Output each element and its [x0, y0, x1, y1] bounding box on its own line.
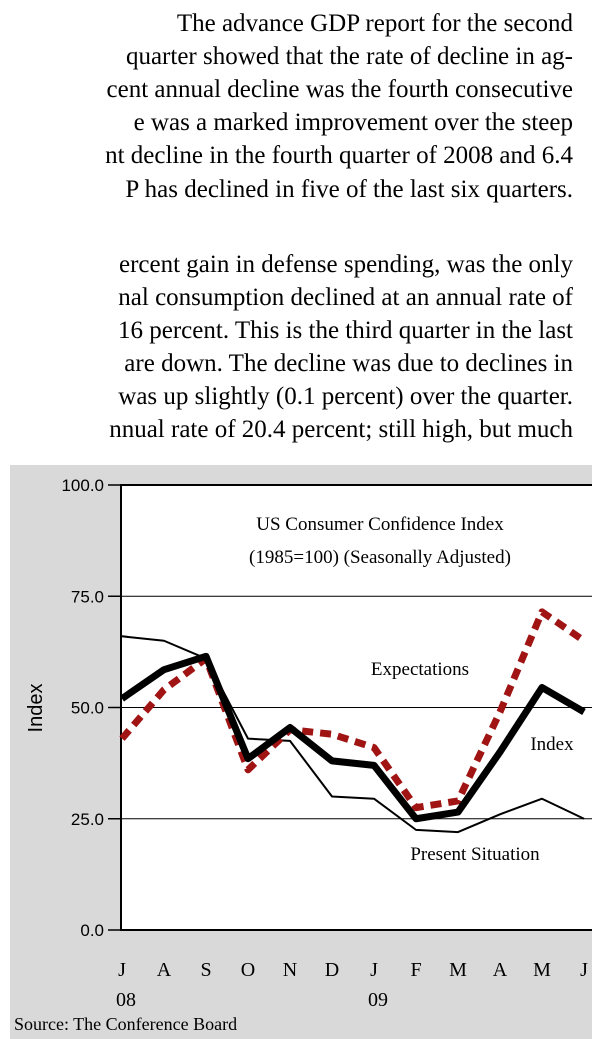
- year-label: 09: [368, 989, 388, 1011]
- text-line: e was a marked improvement over the stee…: [134, 109, 573, 136]
- text-line: ercent gain in defense spending, was the…: [119, 251, 574, 278]
- x-tick-label: J: [118, 959, 126, 981]
- y-axis-label: Index: [25, 684, 47, 733]
- text-line: are down. The decline was due to decline…: [124, 350, 573, 377]
- text-line: nt decline in the fourth quarter of 2008…: [105, 142, 573, 169]
- x-tick-label: F: [410, 959, 421, 981]
- x-tick-label: A: [493, 959, 508, 981]
- text-line: quarter showed that the rate of decline …: [126, 43, 573, 70]
- y-tick-label: 50.0: [71, 699, 104, 718]
- x-tick-label: N: [283, 959, 297, 981]
- chart-subtitle: (1985=100) (Seasonally Adjusted): [249, 547, 511, 568]
- x-tick-label: J: [370, 959, 378, 981]
- text-line: nnual rate of 20.4 percent; still high, …: [109, 416, 573, 443]
- y-tick-label: 0.0: [80, 921, 104, 940]
- chart-title: US Consumer Confidence Index: [256, 514, 504, 535]
- text-line: The advance GDP report for the second: [177, 10, 574, 37]
- x-tick-label: A: [157, 959, 172, 981]
- text-line: 16 percent. This is the third quarter in…: [118, 317, 573, 344]
- series-line: [120, 652, 586, 823]
- y-tick-label: 25.0: [71, 810, 104, 829]
- year-label: 08: [116, 989, 136, 1011]
- chart: 0.0 25.0 50.0 75.0 100.0 Index J 08 A S O N D J 09 F M A M…: [14, 476, 592, 1034]
- x-tick-label: M: [533, 959, 551, 981]
- text-line: was up slightly (0.1 percent) over the q…: [118, 383, 573, 410]
- x-tick-label: D: [325, 959, 339, 981]
- text-line: nal consumption declined at an annual ra…: [118, 284, 573, 311]
- text-line: cent annual decline was the fourth conse…: [107, 76, 573, 103]
- text-line: P has declined in five of the last six q…: [125, 176, 573, 203]
- series-label: Index: [530, 734, 574, 755]
- y-tick-label: 75.0: [71, 587, 104, 606]
- series-label: Expectations: [371, 659, 469, 680]
- x-tick-label: M: [449, 959, 467, 981]
- series-label: Present Situation: [410, 844, 540, 865]
- y-tick-label: 100.0: [61, 476, 104, 495]
- series-line: [119, 608, 586, 812]
- x-tick-label: S: [200, 959, 211, 981]
- body-text: The advance GDP report for the second qua…: [105, 10, 574, 443]
- source: Source: The Conference Board: [14, 1014, 237, 1034]
- x-tick-label: J: [580, 959, 588, 981]
- x-tick-label: O: [241, 959, 255, 981]
